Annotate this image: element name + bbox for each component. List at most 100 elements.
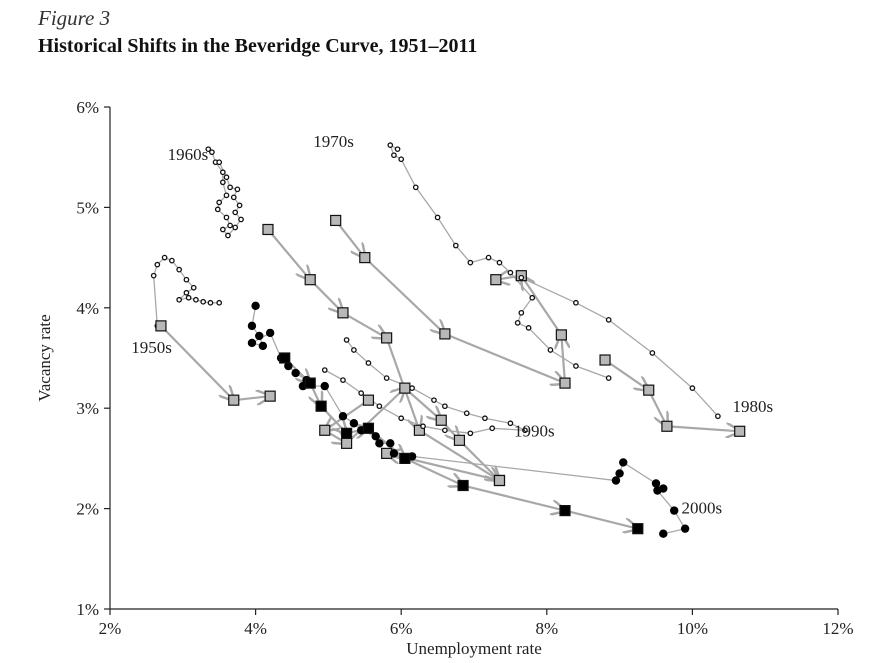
data-point <box>255 331 264 341</box>
annual-marker <box>559 377 571 389</box>
data-point <box>514 320 521 326</box>
data-point <box>185 294 192 301</box>
data-point <box>605 316 612 323</box>
annual-marker <box>362 422 375 434</box>
y-tick-label: 6% <box>76 98 99 117</box>
data-point <box>431 397 437 404</box>
data-point <box>489 425 496 432</box>
data-point <box>247 338 257 348</box>
data-point <box>434 214 441 221</box>
annual-arrow-1960s <box>267 228 310 279</box>
data-point <box>442 427 448 434</box>
decade-label-1970s: 1970s <box>313 132 354 151</box>
data-point <box>258 341 268 351</box>
data-point <box>529 294 536 301</box>
data-point <box>420 423 426 430</box>
data-point <box>391 152 397 159</box>
data-point <box>376 403 383 410</box>
data-point <box>507 420 514 427</box>
data-point <box>230 194 237 201</box>
annual-marker <box>337 307 349 319</box>
data-point <box>412 184 419 191</box>
series-path-2000s <box>250 305 687 535</box>
data-point <box>232 209 239 216</box>
decade-label-2000s: 2000s <box>681 499 722 518</box>
data-point <box>649 350 656 356</box>
data-point <box>383 375 390 381</box>
data-point <box>394 146 401 153</box>
data-point <box>680 524 690 533</box>
annual-arrow-1970s <box>561 335 565 384</box>
annual-marker <box>439 328 451 340</box>
annual-marker <box>279 352 291 364</box>
data-point <box>715 413 721 420</box>
data-point <box>219 179 226 186</box>
annual-marker <box>155 320 167 332</box>
data-point <box>150 272 157 279</box>
data-point <box>183 276 190 283</box>
data-point <box>209 149 215 156</box>
data-point <box>398 415 405 422</box>
x-tick-label: 2% <box>99 619 122 638</box>
annual-marker <box>457 479 469 492</box>
data-point <box>375 439 384 448</box>
data-point <box>467 259 474 266</box>
data-point <box>227 184 233 191</box>
annual-marker <box>359 252 371 264</box>
data-point <box>371 432 380 441</box>
y-axis-title: Vacancy rate <box>35 314 54 401</box>
annual-arrow-2000s <box>462 484 565 511</box>
data-point <box>190 284 197 291</box>
decade-labels: 1950s 1960s 1970s 1980s 1990s 2000s <box>131 132 773 517</box>
data-point <box>452 242 459 249</box>
data-point <box>247 321 257 331</box>
data-point <box>409 385 415 391</box>
data-point <box>525 325 532 331</box>
data-point <box>176 266 183 273</box>
annual-arrow-2000s <box>564 509 638 529</box>
data-point <box>205 146 212 153</box>
data-point <box>321 367 328 373</box>
data-point <box>611 476 621 485</box>
data-point <box>291 368 300 378</box>
data-point <box>547 347 554 353</box>
annual-arrow-1990s <box>404 387 441 420</box>
data-point <box>169 257 175 264</box>
y-tick-label: 4% <box>76 299 99 318</box>
data-point <box>442 403 448 410</box>
data-point <box>232 224 239 231</box>
annual-marker <box>264 390 276 402</box>
data-point <box>365 360 372 366</box>
data-point <box>176 296 183 303</box>
axes: 2% 4% 6% 8% 10% 12%1%2%3%4%5%6%Unemployment r… <box>35 98 854 658</box>
data-point <box>223 174 230 181</box>
data-point <box>507 269 514 276</box>
x-tick-label: 4% <box>244 619 267 638</box>
annual-marker <box>555 329 567 341</box>
series-path-1980s <box>521 277 719 417</box>
data-point <box>573 299 579 306</box>
x-tick-label: 6% <box>390 619 413 638</box>
data-point <box>349 419 359 428</box>
decade-label-1990s: 1990s <box>514 421 555 440</box>
data-point <box>234 186 241 193</box>
data-points <box>150 142 746 538</box>
data-point <box>522 427 528 434</box>
annual-marker <box>362 394 375 406</box>
annual-marker <box>734 425 746 437</box>
data-point <box>670 506 679 515</box>
figure-label: Figure 3 <box>38 6 111 30</box>
annual-arrow-1970s <box>334 219 365 257</box>
annual-arrow-1970s <box>444 332 565 383</box>
data-point <box>223 192 230 199</box>
data-point <box>651 479 661 488</box>
x-tick-label: 12% <box>822 619 853 638</box>
data-point <box>482 415 488 422</box>
data-point <box>573 363 579 369</box>
annual-marker <box>435 414 447 426</box>
data-point <box>238 216 244 223</box>
data-point <box>398 156 405 163</box>
annual-arrow-1990s <box>458 439 499 480</box>
annual-marker <box>304 377 316 389</box>
data-point <box>183 289 190 296</box>
